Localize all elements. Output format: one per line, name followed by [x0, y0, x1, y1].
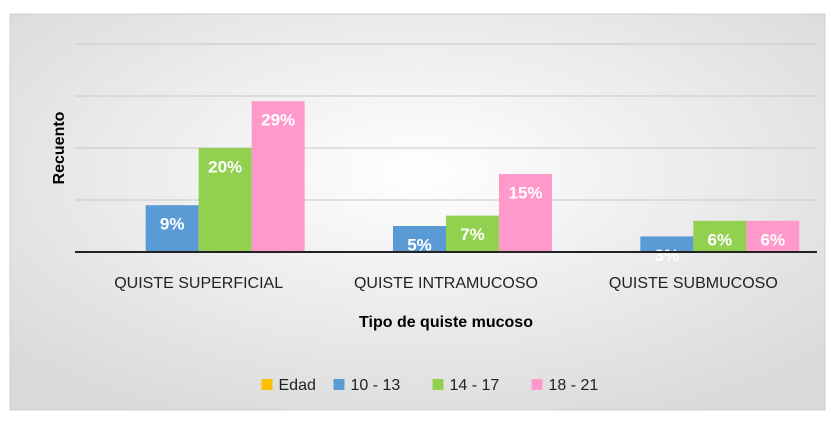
legend-swatch: [531, 379, 543, 390]
bar: [446, 215, 499, 252]
legend-swatch: [432, 379, 444, 390]
x-axis-title: Tipo de quiste mucoso: [359, 314, 533, 331]
legend-swatch: [333, 379, 345, 390]
legend-label: 18 - 21: [549, 377, 599, 394]
legend-label: 10 - 13: [351, 377, 401, 394]
data-label: 5%: [407, 235, 432, 254]
bar: [198, 148, 252, 252]
x-tick-label: QUISTE SUPERFICIAL: [114, 275, 283, 292]
x-tick-label: QUISTE INTRAMUCOSO: [354, 275, 538, 292]
bar: [393, 226, 446, 252]
bar: [251, 101, 305, 252]
data-label: 9%: [160, 215, 185, 234]
x-tick-label: QUISTE SUBMUCOSO: [609, 275, 778, 292]
data-label: 6%: [708, 230, 733, 249]
data-label: 3%: [655, 246, 680, 265]
legend-swatch: [261, 379, 273, 390]
data-label: 29%: [261, 111, 295, 130]
bar: [746, 220, 800, 252]
data-label: 7%: [460, 225, 485, 244]
bar: [640, 236, 694, 252]
legend-label: Edad: [279, 377, 316, 394]
bar: [499, 174, 552, 252]
chart-area: [9, 13, 826, 411]
y-axis-title: Recuento: [51, 111, 68, 184]
legend-label: 14 - 17: [450, 377, 500, 394]
bar: [145, 205, 199, 252]
data-label: 20%: [208, 157, 242, 176]
data-label: 15%: [508, 183, 542, 202]
bar: [693, 220, 747, 252]
data-label: 6%: [761, 230, 786, 249]
